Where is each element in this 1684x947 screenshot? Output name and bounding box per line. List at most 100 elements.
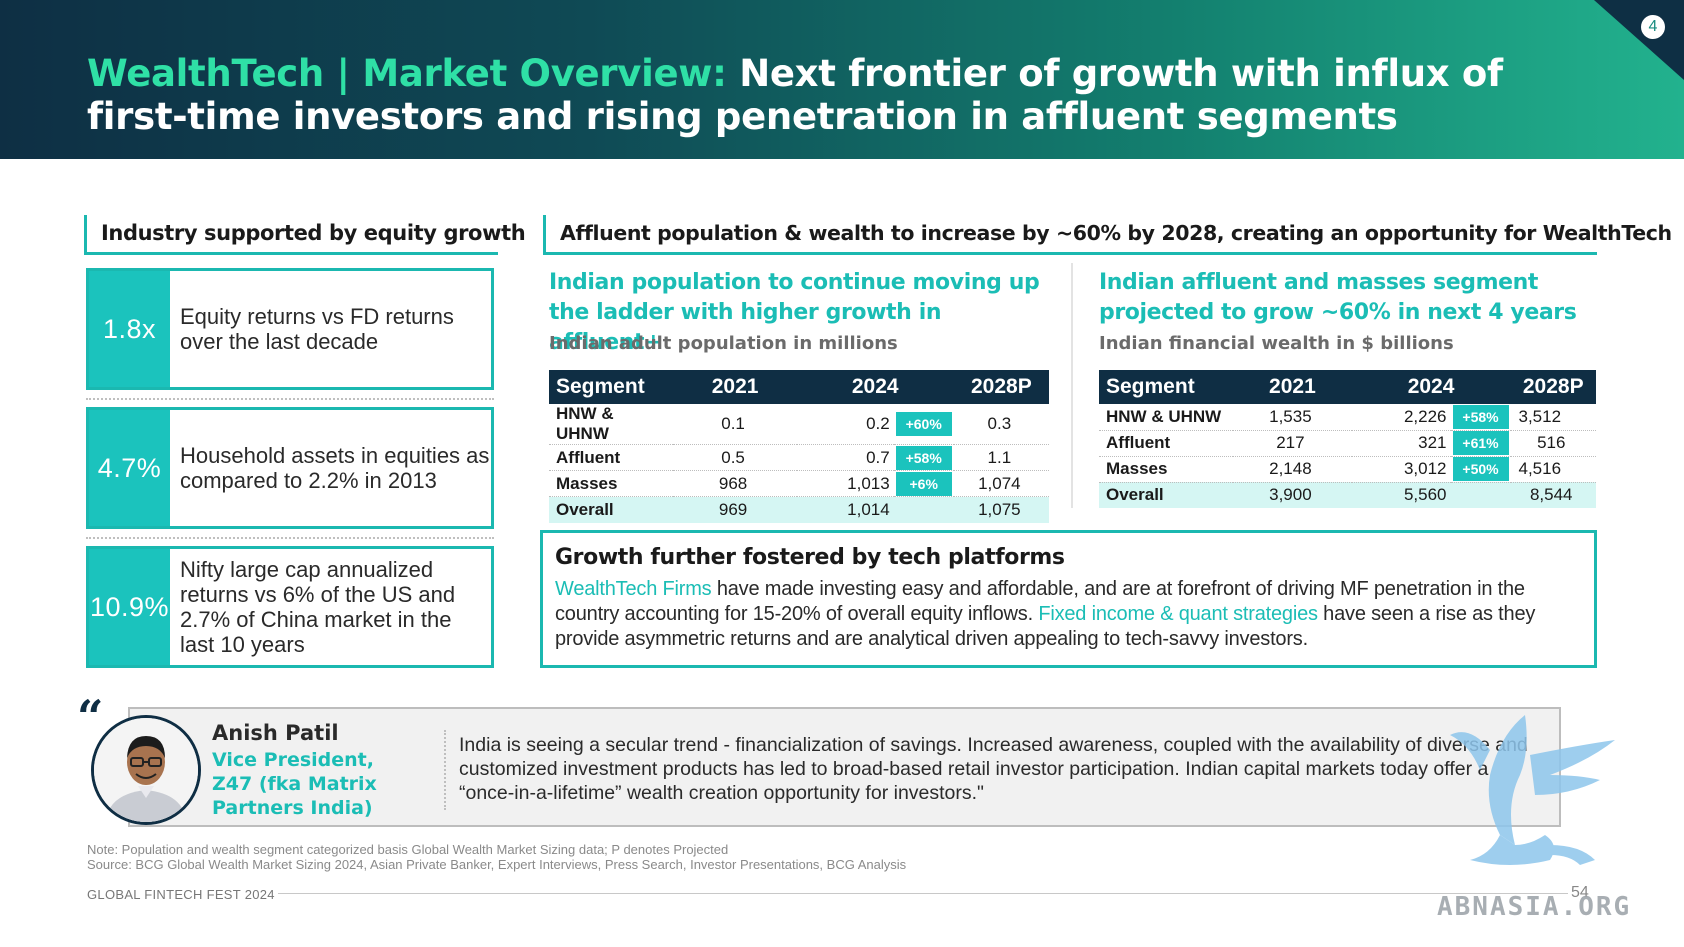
stat-text: Equity returns vs FD returns over the la… — [180, 304, 454, 354]
growth-badge: +60% — [895, 412, 952, 436]
value-cell: 0.1 — [673, 404, 797, 445]
value-cell: 0.5 — [673, 444, 797, 471]
population-table: Segment 2021 2024 2028P HNW & UHNW 0.1 0… — [549, 370, 1049, 523]
growth-badge: +61% — [1452, 431, 1509, 455]
value-cell: 2,148 — [1233, 456, 1352, 483]
wealth-title: Indian affluent and masses segment proje… — [1099, 270, 1577, 325]
table-row: Masses 968 1,013 +6% 1,074 — [549, 470, 1049, 497]
value-cell: 1,074 — [953, 470, 1049, 497]
avatar — [91, 715, 201, 825]
table-total-row: Overall 969 1,014 1,075 — [549, 496, 1049, 523]
stat-card: 4.7% Household assets in equities as com… — [86, 407, 494, 529]
column-separator — [1071, 263, 1073, 508]
corner-decoration — [1594, 0, 1684, 80]
col-header: Segment — [549, 370, 674, 404]
growth-cell: +6% — [893, 470, 954, 497]
page-number: 54 — [1571, 884, 1589, 901]
stat-text: Nifty large cap annualized returns vs 6%… — [180, 557, 456, 657]
growth-cell: +60% — [893, 404, 954, 445]
watermark-griffin-icon — [1450, 715, 1615, 865]
watermark-text: ABNASIA.ORG — [1437, 892, 1632, 922]
stat-value: 1.8x — [89, 271, 170, 387]
growth-cell: +50% — [1450, 456, 1511, 483]
segment-cell: Masses — [1099, 456, 1234, 483]
col-header: 2021 — [673, 370, 797, 404]
divider — [86, 537, 494, 539]
quote-author-role: Vice President, Z47 (fka Matrix Partners… — [212, 749, 377, 819]
quote-box — [128, 707, 1561, 827]
quote-author-name: Anish Patil — [212, 721, 339, 745]
growth-title: Growth further fostered by tech platform… — [555, 545, 1065, 570]
title-accent: WealthTech | Market Overview: — [87, 52, 727, 95]
value-cell: 0.3 — [953, 404, 1049, 445]
left-section-heading: Industry supported by equity growth — [84, 215, 526, 255]
value-cell: 1,014 — [796, 496, 894, 523]
value-cell: 968 — [673, 470, 797, 497]
segment-cell: HNW & UHNW — [549, 404, 674, 445]
table-row: HNW & UHNW 0.1 0.2 +60% 0.3 — [549, 404, 1049, 445]
wealth-table: Segment 2021 2024 2028P HNW & UHNW 1,535… — [1099, 370, 1596, 508]
divider — [86, 398, 494, 400]
growth-box: Growth further fostered by tech platform… — [540, 530, 1597, 668]
value-cell: 3,900 — [1233, 482, 1352, 508]
growth-cell: +58% — [1450, 404, 1511, 431]
empty-cell — [893, 496, 954, 523]
highlight-fixed-income: Fixed income & quant strategies — [1038, 603, 1318, 625]
segment-cell: Overall — [549, 496, 674, 523]
table-row: Affluent 0.5 0.7 +58% 1.1 — [549, 444, 1049, 471]
segment-cell: Overall — [1099, 482, 1234, 508]
value-cell: 0.2 — [796, 404, 894, 445]
table-row: Affluent 217 321 +61% 516 — [1099, 430, 1596, 457]
growth-text: have seen a rise as they provide asymmet… — [555, 603, 1536, 650]
table-header-row: Segment 2021 2024 2028P — [1099, 370, 1596, 404]
col-header: 2028P — [1510, 370, 1596, 404]
stat-card: 1.8x Equity returns vs FD returns over t… — [86, 268, 494, 390]
source-text: Source: BCG Global Wealth Market Sizing … — [87, 857, 907, 872]
note-text: Note: Population and wealth segment cate… — [87, 842, 729, 857]
population-title: Indian population to continue moving up … — [549, 270, 1040, 355]
right-section-heading: Affluent population & wealth to increase… — [543, 215, 1672, 255]
segment-cell: Affluent — [549, 444, 674, 471]
value-cell: 1.1 — [953, 444, 1049, 471]
value-cell: 5,560 — [1351, 482, 1451, 508]
stat-value: 10.9% — [89, 549, 170, 665]
col-header: 2021 — [1233, 370, 1352, 404]
header-banner: 4 WealthTech | Market Overview: Next fro… — [0, 0, 1684, 159]
table-row: HNW & UHNW 1,535 2,226 +58% 3,512 — [1099, 404, 1596, 431]
growth-badge: +58% — [895, 445, 952, 470]
stat-card: 10.9% Nifty large cap annualized returns… — [86, 546, 494, 668]
growth-cell: +61% — [1450, 430, 1511, 457]
col-header: 2028P — [953, 370, 1049, 404]
col-header: 2024 — [1351, 370, 1511, 404]
stat-text: Household assets in equities as compared… — [180, 443, 490, 493]
value-cell: 1,013 — [796, 470, 894, 497]
quote-mark-icon: “ — [77, 690, 104, 744]
value-cell: 8,544 — [1510, 482, 1596, 508]
col-header: 2024 — [796, 370, 954, 404]
growth-badge: +58% — [1452, 404, 1509, 429]
growth-cell: +58% — [893, 444, 954, 471]
highlight-wealthtech-firms: WealthTech Firms — [555, 578, 712, 600]
table-row: Masses 2,148 3,012 +50% 4,516 — [1099, 456, 1596, 483]
segment-cell: Affluent — [1099, 430, 1234, 457]
segment-cell: Masses — [549, 470, 674, 497]
footnote: Note: Population and wealth segment cate… — [87, 842, 906, 872]
value-cell: 969 — [673, 496, 797, 523]
growth-text: have made investing easy and affordable,… — [555, 578, 1525, 625]
segment-cell: HNW & UHNW — [1099, 404, 1234, 431]
page-title: WealthTech | Market Overview: Next front… — [87, 52, 1547, 138]
col-header: Segment — [1099, 370, 1234, 404]
value-cell: 3,512 — [1510, 404, 1596, 431]
quote-text: India is seeing a secular trend - financ… — [459, 734, 1528, 804]
empty-cell — [1450, 482, 1511, 508]
footer-label: GLOBAL FINTECH FEST 2024 — [87, 887, 275, 902]
table-total-row: Overall 3,900 5,560 8,544 — [1099, 482, 1596, 508]
growth-badge: +6% — [895, 471, 952, 496]
table-header-row: Segment 2021 2024 2028P — [549, 370, 1049, 404]
growth-badge: +50% — [1452, 457, 1509, 481]
value-cell: 321 — [1351, 430, 1451, 457]
value-cell: 0.7 — [796, 444, 894, 471]
quote-separator — [444, 730, 446, 810]
value-cell: 2,226 — [1351, 404, 1451, 431]
value-cell: 1,075 — [953, 496, 1049, 523]
